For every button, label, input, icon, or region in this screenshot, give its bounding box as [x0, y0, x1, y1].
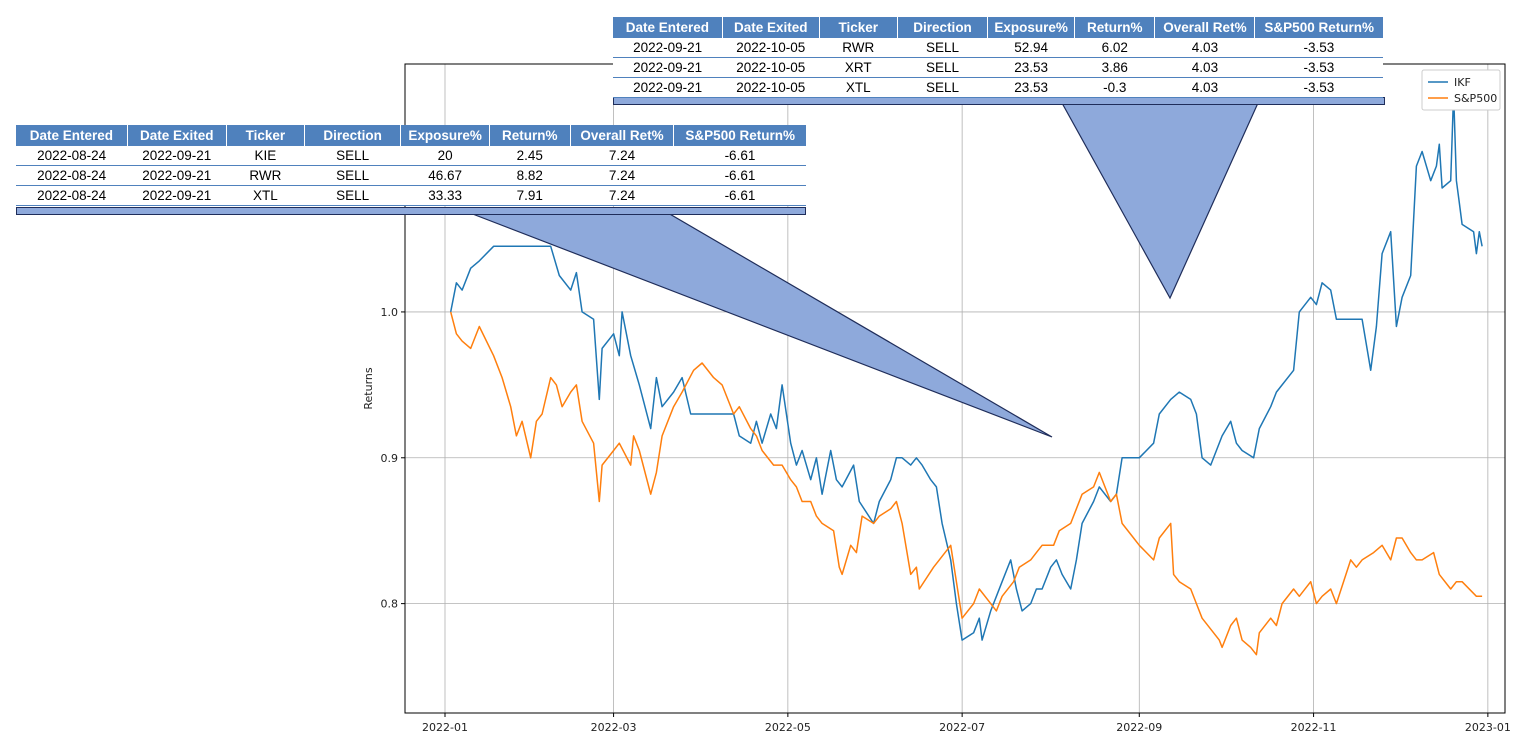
cell: 2022-09-21 — [127, 165, 227, 186]
cell: 2.45 — [489, 146, 571, 166]
col-overall-ret: Overall Ret% — [1154, 17, 1256, 38]
cell: -6.61 — [673, 185, 806, 206]
col-exposure: Exposure% — [987, 17, 1075, 38]
y-tick-label: 1.0 — [381, 306, 399, 319]
cell: 33.33 — [400, 185, 490, 206]
series-lines — [449, 92, 1483, 656]
series-line-ikf — [449, 92, 1483, 641]
legend-label: S&P500 — [1454, 92, 1497, 105]
cell: 2022-10-05 — [722, 57, 820, 78]
trade-table-aug: Date Entered Date Exited Ticker Directio… — [16, 125, 806, 206]
cell: SELL — [897, 57, 988, 78]
col-date-entered: Date Entered — [613, 17, 723, 38]
col-date-entered: Date Entered — [16, 125, 128, 146]
cell: 7.24 — [570, 146, 674, 166]
cell: KIE — [226, 146, 305, 166]
col-sp500-return: S&P500 Return% — [673, 125, 806, 146]
table-row: 2022-09-21 2022-10-05 RWR SELL 52.94 6.0… — [613, 38, 1383, 58]
cell: SELL — [304, 146, 401, 166]
cell: -3.53 — [1254, 77, 1383, 98]
col-direction: Direction — [897, 17, 989, 38]
x-tick-label: 2022-05 — [765, 721, 811, 734]
table-row: 2022-08-24 2022-09-21 XTL SELL 33.33 7.9… — [16, 185, 806, 206]
cell: 7.24 — [570, 185, 674, 206]
cell: 4.03 — [1154, 38, 1255, 58]
cell: 2022-08-24 — [16, 146, 128, 166]
cell: XTL — [819, 77, 898, 98]
cell: -0.3 — [1074, 77, 1155, 98]
cell: SELL — [897, 38, 988, 58]
cell: 8.82 — [489, 165, 571, 186]
y-tick-label: 0.8 — [381, 598, 399, 611]
table-header-row: Date Entered Date Exited Ticker Directio… — [16, 125, 806, 146]
cell: 2022-09-21 — [613, 57, 723, 78]
col-return: Return% — [1074, 17, 1156, 38]
cell: 2022-09-21 — [613, 38, 723, 58]
trade-table-sep: Date Entered Date Exited Ticker Directio… — [613, 17, 1383, 98]
cell: -3.53 — [1254, 57, 1383, 78]
col-direction: Direction — [304, 125, 402, 146]
cell: SELL — [304, 185, 401, 206]
legend-label: IKF — [1454, 76, 1471, 89]
legend-box — [1421, 69, 1501, 111]
col-overall-ret: Overall Ret% — [570, 125, 675, 146]
col-ticker: Ticker — [819, 17, 898, 38]
cell: SELL — [897, 77, 988, 98]
cell: -6.61 — [673, 146, 806, 166]
col-date-exited: Date Exited — [127, 125, 227, 146]
series-line-sp500 — [449, 311, 1483, 656]
x-tick-label: 2022-01 — [422, 721, 468, 734]
cell: 2022-09-21 — [127, 185, 227, 206]
table-row: 2022-09-21 2022-10-05 XRT SELL 23.53 3.8… — [613, 57, 1383, 78]
table-2-shadow — [613, 97, 1385, 105]
x-tick-label: 2022-03 — [591, 721, 637, 734]
cell: XRT — [819, 57, 898, 78]
x-tick-label: 2022-07 — [939, 721, 985, 734]
x-tick-label: 2022-11 — [1291, 721, 1337, 734]
cell: 2022-09-21 — [127, 146, 227, 166]
col-exposure: Exposure% — [400, 125, 490, 146]
col-sp500-return: S&P500 Return% — [1254, 17, 1383, 38]
cell: 4.03 — [1154, 57, 1255, 78]
table-row: 2022-09-21 2022-10-05 XTL SELL 23.53 -0.… — [613, 77, 1383, 98]
table-1-shadow — [16, 207, 806, 215]
cell: 52.94 — [987, 38, 1075, 58]
cell: RWR — [819, 38, 898, 58]
y-axis-label: Returns — [362, 367, 375, 410]
cell: 4.03 — [1154, 77, 1255, 98]
cell: 2022-08-24 — [16, 165, 128, 186]
cell: 23.53 — [987, 77, 1075, 98]
table-row: 2022-08-24 2022-09-21 RWR SELL 46.67 8.8… — [16, 165, 806, 186]
cell: RWR — [226, 165, 305, 186]
x-tick-label: 2022-09 — [1116, 721, 1162, 734]
cell: SELL — [304, 165, 401, 186]
col-ticker: Ticker — [226, 125, 305, 146]
cell: 7.91 — [489, 185, 571, 206]
cell: 2022-08-24 — [16, 185, 128, 206]
cell: 3.86 — [1074, 57, 1155, 78]
col-date-exited: Date Exited — [722, 17, 820, 38]
col-return: Return% — [489, 125, 571, 146]
cell: 23.53 — [987, 57, 1075, 78]
cell: 2022-10-05 — [722, 38, 820, 58]
cell: XTL — [226, 185, 305, 206]
x-tick-label: 2023-01 — [1465, 721, 1511, 734]
cell: 7.24 — [570, 165, 674, 186]
cell: 46.67 — [400, 165, 490, 186]
cell: 2022-09-21 — [613, 77, 723, 98]
cell: 20 — [400, 146, 490, 166]
cell: -6.61 — [673, 165, 806, 186]
cell: 2022-10-05 — [722, 77, 820, 98]
table-row: 2022-08-24 2022-09-21 KIE SELL 20 2.45 7… — [16, 146, 806, 166]
callout-pointer-1 — [469, 212, 1053, 438]
callout-pointer-2 — [1060, 102, 1259, 300]
legend: IKF S&P500 — [1421, 69, 1501, 111]
cell: 6.02 — [1074, 38, 1155, 58]
x-axis-ticks: 2022-01 2022-03 2022-05 2022-07 2022-09 2022-… — [422, 713, 1511, 734]
y-axis-ticks: 0.8 0.9 1.0 — [381, 306, 405, 611]
cell: -3.53 — [1254, 38, 1383, 58]
y-tick-label: 0.9 — [381, 452, 399, 465]
table-header-row: Date Entered Date Exited Ticker Directio… — [613, 17, 1383, 38]
